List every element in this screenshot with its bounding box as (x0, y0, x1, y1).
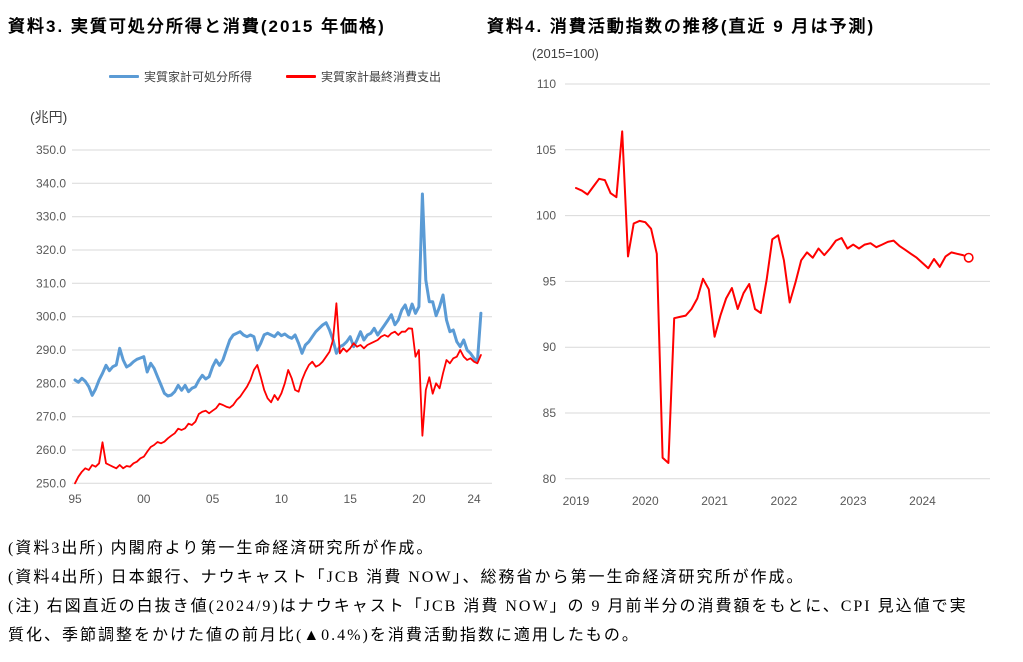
y-tick-label: 310.0 (36, 276, 66, 290)
series-line-消費活動指数 (575, 130, 970, 464)
y-tick-label: 320.0 (36, 243, 66, 257)
chart4-unit-label: (2015=100) (532, 46, 599, 61)
x-tick-label: 2021 (701, 494, 728, 508)
x-tick-label: 24 (467, 492, 481, 506)
source-note-chart3: (資料3出所) 内閣府より第一生命経済研究所が作成。 (8, 540, 435, 557)
x-tick-label: 95 (68, 492, 82, 506)
y-tick-label: 280.0 (36, 376, 66, 390)
methodology-note-line2: 質化、季節調整をかけた値の前月比(▲0.4%)を消費活動指数に適用したもの。 (8, 627, 640, 644)
y-tick-label: 95 (543, 274, 557, 288)
chart3-title: 資料3. 実質可処分所得と消費(2015 年価格) (8, 17, 386, 36)
y-tick-label: 330.0 (36, 210, 66, 224)
y-tick-label: 110 (537, 77, 556, 91)
x-tick-label: 2024 (909, 494, 936, 508)
series-line-実質家計可処分所得 (73, 192, 483, 398)
y-tick-label: 290.0 (36, 343, 66, 357)
chart3-plot-area: 250.0 260.0 270.0 280.0 290.0 300.0 310.0 320.0… (36, 143, 492, 506)
x-tick-label: 00 (137, 492, 151, 506)
x-tick-label: 2019 (563, 494, 590, 508)
legend-label-final-consumption: 実質家計最終消費支出 (321, 70, 442, 84)
x-tick-label: 10 (275, 492, 289, 506)
y-tick-label: 300.0 (36, 310, 66, 324)
legend-label-disposable-income: 実質家計可処分所得 (143, 70, 252, 84)
series-line-実質家計最終消費支出 (74, 302, 482, 485)
y-tick-label: 100 (536, 209, 556, 223)
x-tick-label: 2023 (840, 494, 867, 508)
x-tick-label: 05 (206, 492, 220, 506)
legend-swatch-blue-line-icon (108, 75, 139, 78)
x-tick-label: 15 (344, 492, 358, 506)
y-tick-label: 85 (543, 406, 557, 420)
y-tick-label: 260.0 (36, 443, 66, 457)
legend-swatch-red-line-icon (286, 75, 316, 78)
y-tick-label: 350.0 (36, 143, 66, 157)
y-tick-label: 250.0 (36, 476, 66, 490)
x-tick-label: 20 (412, 492, 426, 506)
y-tick-label: 270.0 (36, 410, 66, 424)
legend-item-disposable-income: 実質家計可処分所得 (108, 68, 252, 85)
y-tick-label: 105 (536, 143, 556, 157)
chart4-title: 資料4. 消費活動指数の推移(直近 9 月は予測) (487, 17, 876, 36)
y-tick-label: 80 (543, 472, 557, 486)
x-tick-label: 2020 (632, 494, 659, 508)
y-tick-label: 90 (543, 340, 557, 354)
source-note-chart4: (資料4出所) 日本銀行、ナウキャスト「JCB 消費 NOW」、総務省から第一生… (8, 569, 805, 586)
chart4-plot-area: 80 85 90 95 100 105 110 2019 2020 2021 2022 2023 202… (536, 77, 990, 508)
x-tick-label: 2022 (771, 494, 798, 508)
chart3-legend: 実質家計可処分所得 実質家計最終消費支出 (55, 68, 495, 85)
y-tick-label: 340.0 (36, 176, 66, 190)
forecast-open-circle-marker (963, 252, 974, 263)
methodology-note-line1: (注) 右図直近の白抜き値(2024/9)はナウキャスト「JCB 消費 NOW」… (8, 598, 968, 615)
legend-item-final-consumption: 実質家計最終消費支出 (286, 68, 441, 85)
chart3-unit-label: (兆円) (30, 109, 68, 125)
